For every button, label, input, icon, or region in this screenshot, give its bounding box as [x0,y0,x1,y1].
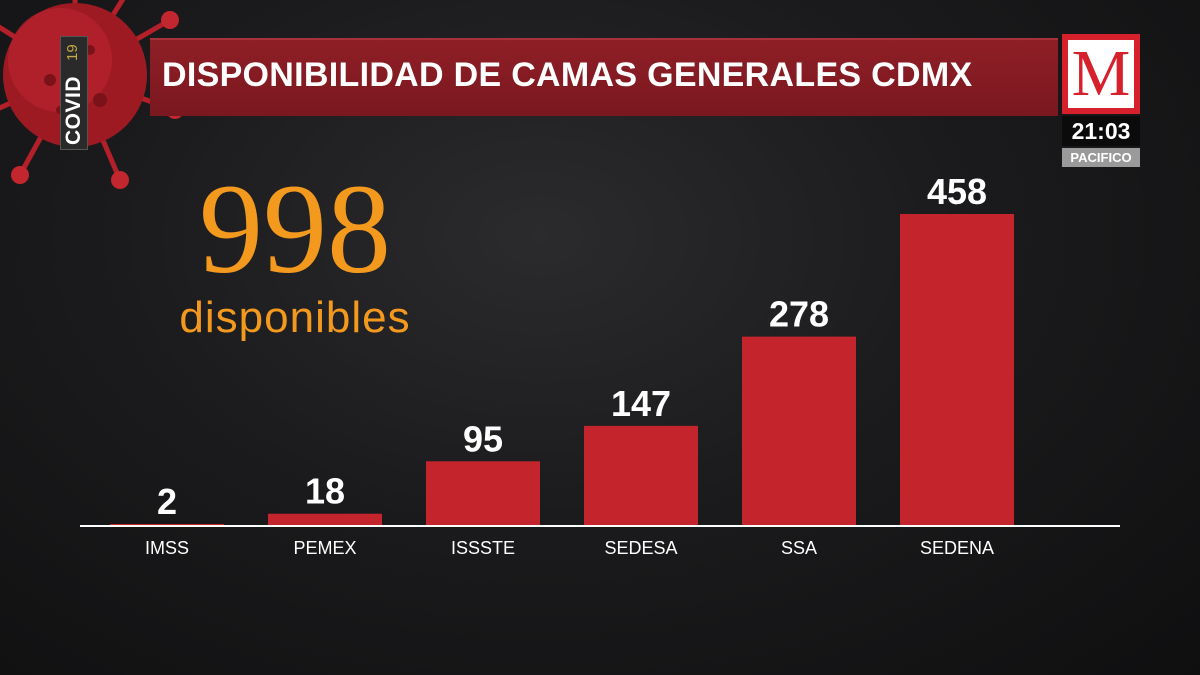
page-title: DISPONIBILIDAD DE CAMAS GENERALES CDMX [162,56,973,94]
category-label-sedena: SEDENA [920,538,994,558]
total-available-caption: disponibles [179,293,411,342]
logo-inner: M [1068,40,1134,108]
title-bar: DISPONIBILIDAD DE CAMAS GENERALES CDMX [150,38,1058,116]
value-label-pemex: 18 [305,471,345,512]
category-label-imss: IMSS [145,538,189,558]
value-labels-group: 2 18 95 147 278 458 [157,171,987,522]
bar-issste [426,461,540,526]
value-label-sedena: 458 [927,171,987,212]
value-label-issste: 95 [463,418,503,459]
covid-19-tag: 19 COVID [60,36,88,150]
bar-sedena [900,214,1014,526]
category-label-ssa: SSA [781,538,817,558]
clock-time: 21:03 [1062,116,1140,146]
bar-pemex [268,513,382,526]
value-label-imss: 2 [157,481,177,522]
clock-zone: PACIFICO [1062,148,1140,167]
total-available-number: 998 [199,158,391,300]
bars-group [110,214,1014,526]
value-label-sedesa: 147 [611,383,671,424]
bar-sedesa [584,425,698,526]
logo-letter: M [1071,37,1131,110]
category-label-pemex: PEMEX [293,538,356,558]
milenio-logo: M [1062,34,1140,114]
value-label-ssa: 278 [769,294,829,335]
category-label-issste: ISSSTE [451,538,515,558]
category-label-sedesa: SEDESA [604,538,677,558]
bar-ssa [742,336,856,526]
category-labels-group: IMSS PEMEX ISSSTE SEDESA SSA SEDENA [145,538,994,558]
